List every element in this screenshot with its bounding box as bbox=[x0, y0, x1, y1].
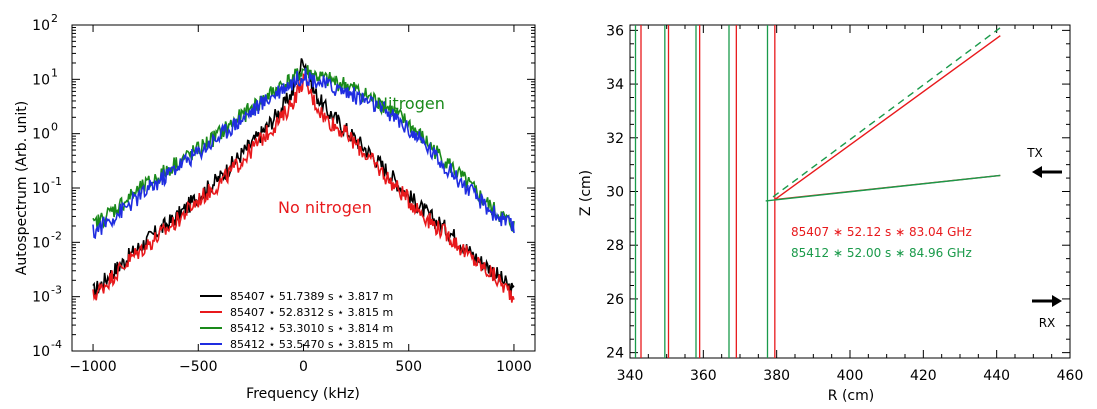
left-x-tick-label: −500 bbox=[179, 359, 217, 375]
left-y-tick-label: 10 bbox=[32, 181, 50, 197]
left-y-tick-exponent: -3 bbox=[51, 284, 62, 297]
ray-path-line bbox=[765, 174, 1001, 202]
left-x-tick-label: 500 bbox=[395, 359, 422, 375]
left-y-tick-exponent: 0 bbox=[51, 121, 58, 134]
left-series-line bbox=[92, 72, 515, 303]
right-y-tick-label: 34 bbox=[606, 77, 624, 93]
rx-arrow-icon bbox=[1032, 295, 1062, 307]
right-y-tick-label: 36 bbox=[606, 23, 624, 39]
annotation-shot-85407: 85407 ∗ 52.12 s ∗ 83.04 GHz bbox=[791, 225, 972, 239]
ray-path-line bbox=[774, 35, 1001, 201]
rx-label: RX bbox=[1039, 316, 1056, 330]
legend-label: 85407 ⋆ 51.7389 s ⋆ 3.817 m bbox=[230, 290, 393, 303]
left-y-tick-label: 10 bbox=[32, 290, 50, 306]
right-x-tick-label: 420 bbox=[910, 368, 937, 384]
right-chart: 340 360 380 400 420 440 460 24 26 28 30 32 34 36 R (c… bbox=[578, 23, 1083, 404]
left-y-tick-label: 10 bbox=[32, 127, 50, 143]
right-y-axis-label: Z (cm) bbox=[578, 170, 594, 216]
left-x-tick-label: −1000 bbox=[69, 359, 116, 375]
legend-label: 85407 ⋆ 52.8312 s ⋆ 3.815 m bbox=[230, 306, 393, 319]
left-y-tick-exponent: -4 bbox=[51, 338, 62, 351]
right-x-tick-label: 440 bbox=[983, 368, 1010, 384]
annotation-shot-85412: 85412 ∗ 52.00 s ∗ 84.96 GHz bbox=[791, 246, 972, 260]
left-y-tick-label: 10 bbox=[32, 18, 50, 34]
annotation-nitrogen: Nitrogen bbox=[376, 94, 445, 113]
right-x-tick-label: 460 bbox=[1057, 368, 1084, 384]
tx-label: TX bbox=[1026, 146, 1043, 160]
right-y-tick-label: 32 bbox=[606, 131, 624, 147]
left-series bbox=[92, 58, 515, 303]
right-x-tick-label: 360 bbox=[690, 368, 717, 384]
left-y-tick-label: 10 bbox=[32, 344, 50, 360]
left-legend: 85407 ⋆ 51.7389 s ⋆ 3.817 m 85407 ⋆ 52.83… bbox=[200, 290, 393, 351]
left-y-tick-exponent: 2 bbox=[51, 12, 58, 25]
legend-label: 85412 ⋆ 53.5470 s ⋆ 3.815 m bbox=[230, 338, 393, 351]
tx-arrow-icon bbox=[1032, 166, 1062, 178]
annotation-no-nitrogen: No nitrogen bbox=[278, 198, 372, 217]
left-x-axis-label: Frequency (kHz) bbox=[246, 386, 360, 402]
left-y-tick-label: 10 bbox=[32, 235, 50, 251]
right-ticks: 340 360 380 400 420 440 460 24 26 28 30 32 34 36 bbox=[606, 23, 1083, 384]
left-x-tick-label: 1000 bbox=[496, 359, 532, 375]
left-y-tick-exponent: -2 bbox=[51, 229, 62, 242]
right-x-tick-label: 380 bbox=[763, 368, 790, 384]
ray-path-line bbox=[772, 27, 1001, 198]
legend-label: 85412 ⋆ 53.3010 s ⋆ 3.814 m bbox=[230, 322, 393, 335]
left-y-tick-exponent: -1 bbox=[51, 175, 62, 188]
left-y-tick-label: 10 bbox=[32, 72, 50, 88]
left-series-line bbox=[92, 67, 515, 240]
right-series bbox=[634, 25, 1001, 358]
left-y-tick-exponent: 1 bbox=[51, 66, 58, 79]
right-y-tick-label: 28 bbox=[606, 238, 624, 254]
right-x-tick-label: 340 bbox=[617, 368, 644, 384]
left-y-axis-label: Autospectrum (Arb. unit) bbox=[14, 101, 30, 275]
right-y-tick-label: 30 bbox=[606, 185, 624, 201]
left-x-tick-label: 0 bbox=[299, 359, 308, 375]
right-x-axis-label: R (cm) bbox=[828, 388, 874, 404]
right-y-tick-label: 26 bbox=[606, 292, 624, 308]
right-y-tick-label: 24 bbox=[606, 346, 624, 362]
right-x-tick-label: 400 bbox=[837, 368, 864, 384]
